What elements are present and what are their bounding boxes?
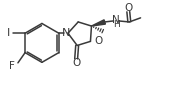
Polygon shape bbox=[91, 20, 105, 26]
Text: O: O bbox=[72, 58, 80, 68]
Text: O: O bbox=[124, 3, 132, 13]
Text: N: N bbox=[112, 15, 120, 25]
Text: I: I bbox=[7, 28, 10, 38]
Text: N: N bbox=[62, 28, 70, 38]
Text: H: H bbox=[113, 20, 120, 29]
Text: O: O bbox=[94, 36, 103, 46]
Text: F: F bbox=[9, 61, 15, 71]
